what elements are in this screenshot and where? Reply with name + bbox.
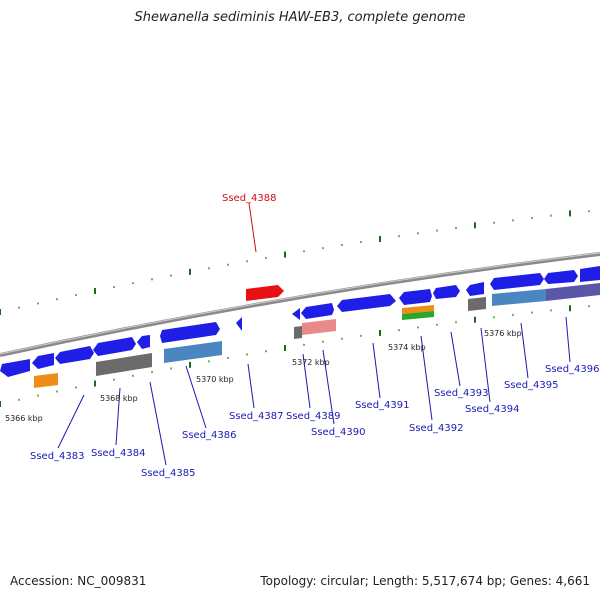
gene-arrow-ssed-4387[interactable] [236,317,242,331]
gene-label-ssed-4383[interactable]: Ssed_4383 [30,451,85,462]
gene-arrow[interactable] [466,282,484,296]
feature-box[interactable] [468,297,486,311]
feature-box[interactable] [546,283,600,301]
feature-box[interactable] [164,341,222,363]
feature-box[interactable] [492,289,546,306]
accession-info: Accession: NC_009831 [10,574,147,588]
feature-box[interactable] [402,311,434,320]
genome-backbone-highlight [0,252,600,355]
feature-row [34,283,600,388]
gene-arrow[interactable] [55,346,94,364]
gene-arrow[interactable] [433,285,460,299]
scale-label-5374: 5374 kbp [388,343,426,352]
outer-tick-row [0,210,590,315]
genome-backbone [0,252,600,357]
gene-arrow-ssed-4388[interactable] [246,285,284,301]
leader-line-ssed-4388 [248,202,257,253]
leader-lines [57,316,571,466]
gene-label-ssed-4392[interactable]: Ssed_4392 [409,423,464,434]
gene-label-ssed-4390[interactable]: Ssed_4390 [311,427,366,438]
gene-arrow[interactable] [337,294,396,312]
gene-arrow[interactable] [32,353,54,369]
gene-label-ssed-4391[interactable]: Ssed_4391 [355,400,410,411]
gene-label-ssed-4394[interactable]: Ssed_4394 [465,404,520,415]
gene-arrow[interactable] [544,270,578,284]
scale-label-5366: 5366 kbp [5,414,43,423]
gene-arrow[interactable] [93,337,136,356]
feature-box[interactable] [96,353,152,376]
gene-label-ssed-4388[interactable]: Ssed_4388 [222,193,277,204]
scale-label-5376: 5376 kbp [484,329,522,338]
gene-label-ssed-4395[interactable]: Ssed_4395 [504,380,559,391]
map-title: Shewanella sediminis HAW-EB3, complete g… [134,10,466,25]
inner-tick-row [0,305,590,407]
gene-arrow[interactable] [490,273,544,290]
gene-arrow[interactable] [292,308,300,320]
gene-arrow[interactable] [301,303,334,319]
feature-box[interactable] [34,373,58,388]
gene-label-ssed-4389[interactable]: Ssed_4389 [286,411,341,422]
gene-arrow[interactable] [399,289,432,305]
feature-box[interactable] [294,326,302,339]
gene-arrow[interactable] [580,266,600,282]
genome-summary: Topology: circular; Length: 5,517,674 bp… [260,574,590,588]
gene-arrow[interactable] [137,335,150,349]
gene-label-ssed-4387[interactable]: Ssed_4387 [229,411,284,422]
scale-label-5370: 5370 kbp [196,375,234,384]
gene-label-ssed-4386[interactable]: Ssed_4386 [182,430,237,441]
gene-arrow[interactable] [160,322,220,343]
gene-arrow[interactable] [0,359,30,377]
gene-label-ssed-4384[interactable]: Ssed_4384 [91,448,146,459]
scale-label-5368: 5368 kbp [100,394,138,403]
scale-label-5372: 5372 kbp [292,358,330,367]
feature-box[interactable] [302,319,336,335]
gene-label-ssed-4396[interactable]: Ssed_4396 [545,364,600,375]
gene-arrow-row [0,266,600,377]
gene-label-ssed-4393[interactable]: Ssed_4393 [434,388,489,399]
gene-label-ssed-4385[interactable]: Ssed_4385 [141,468,196,479]
